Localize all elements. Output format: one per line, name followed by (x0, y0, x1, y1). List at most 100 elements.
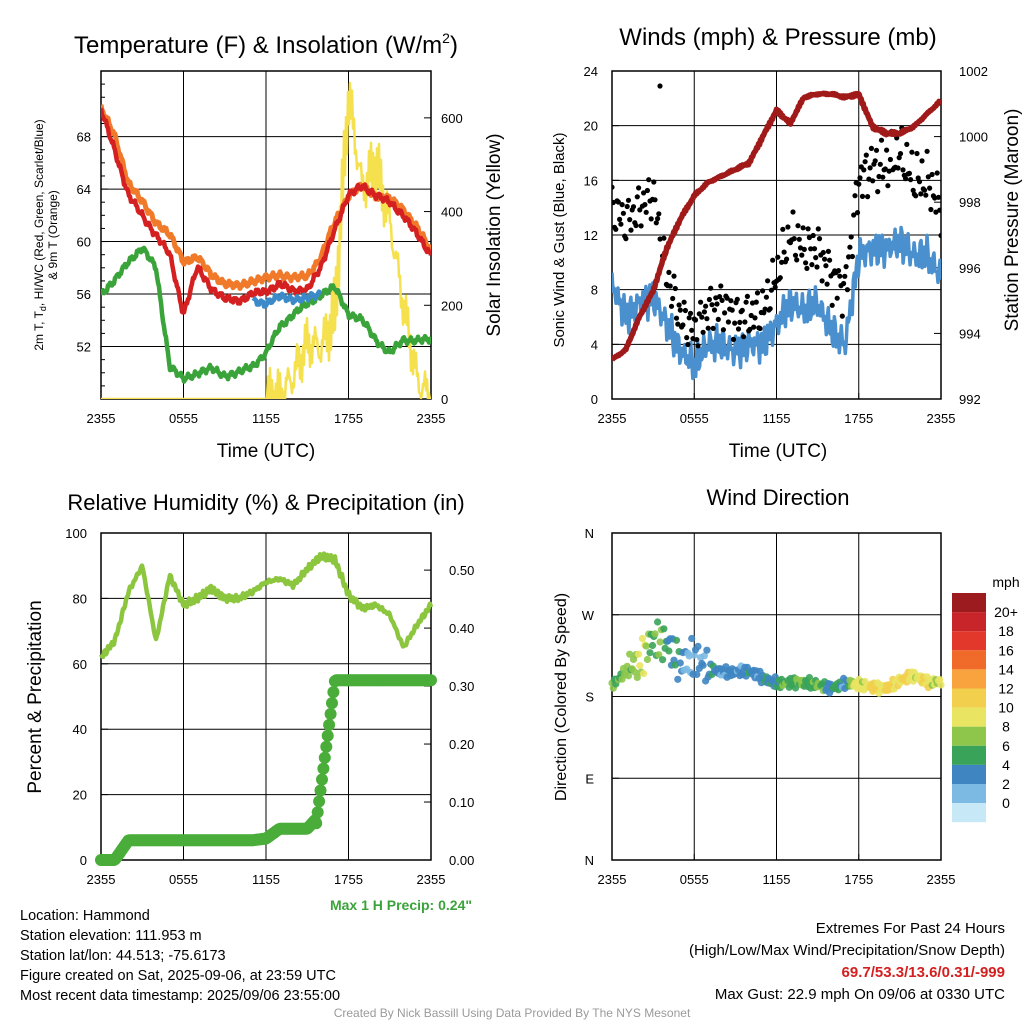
gust-point (709, 302, 715, 308)
direction-title: Wind Direction (706, 485, 849, 510)
gust-point (772, 284, 778, 290)
gust-point (819, 278, 825, 284)
gust-point (651, 179, 657, 185)
gust-point (617, 216, 623, 222)
legend-label: 8 (1002, 719, 1010, 735)
legend-swatch (952, 631, 986, 651)
humidity-title: Relative Humidity (%) & Precipitation (i… (67, 490, 464, 515)
gust-point (700, 329, 706, 335)
direction-point (648, 641, 657, 650)
direction-panel: 2355 0555 1155 1755 2355 Wind Direction N E S W N D… (553, 485, 1019, 887)
gust-point (752, 315, 758, 321)
gust-point (725, 319, 732, 325)
gust-point (655, 216, 661, 222)
gust-point (624, 203, 630, 210)
title-superscript: 2 (442, 30, 450, 46)
gust-point (760, 288, 766, 294)
gust-point (684, 335, 690, 341)
x-tick-label: 2355 (598, 411, 627, 426)
y-tick-label-right: 0.30 (449, 679, 474, 694)
gust-point (715, 316, 721, 322)
gust-point (763, 294, 770, 300)
winds-title: Winds (mph) & Pressure (mb) (619, 24, 936, 51)
x-tick-label: 2355 (87, 872, 116, 887)
precip-point (321, 729, 334, 742)
gust-point (924, 148, 930, 154)
gust-point (627, 217, 633, 223)
gust-point (835, 268, 842, 274)
winds-ylabel-left: Sonic Wind & Gust (Blue, Black) (551, 132, 568, 347)
y-tick-label-right: 998 (959, 195, 981, 210)
gust-point (919, 158, 925, 164)
gust-point (685, 341, 691, 348)
gust-point (935, 194, 941, 200)
y-tick-label-left: 0 (591, 392, 598, 407)
temperature-ylabel-line2: & 9m T (Orange) (46, 190, 60, 280)
gust-point (873, 147, 880, 153)
gust-point (710, 325, 716, 331)
gust-point (844, 287, 851, 293)
humidity-panel: 2355 0555 1155 1755 2355 Relative Humidity (%… (25, 490, 474, 913)
x-tick-label: 2355 (927, 872, 956, 887)
x-tick-label: 2355 (598, 872, 627, 887)
gust-point (780, 226, 786, 232)
legend-swatch (952, 745, 986, 765)
direction-point (642, 642, 650, 650)
gust-point (619, 202, 625, 208)
gust-point (708, 285, 714, 291)
gust-point (872, 158, 878, 164)
gust-point (884, 147, 890, 153)
legend-label: 0 (1002, 795, 1010, 811)
gust-point (706, 296, 713, 303)
temperature-ylabel-line1: 2m T, Td, HI/WC (Red, Green, Scarlet/Blu… (32, 119, 48, 350)
station-elevation: Station elevation: 111.953 m (20, 928, 202, 944)
y-tick-label-left: 52 (77, 340, 91, 355)
temperature-title: Temperature (F) & Insolation (W/m2) (74, 30, 458, 59)
y-tick-label-right: 0.50 (449, 563, 474, 578)
humidity-ylabel-left: Percent & Precipitation (25, 600, 46, 793)
gust-point (870, 178, 876, 184)
y-tick-label-right: 996 (959, 261, 981, 276)
y-tick-label-left: 56 (77, 287, 91, 302)
x-tick-label: 1155 (252, 872, 280, 887)
gust-point (829, 302, 835, 308)
direction-point (626, 650, 634, 658)
legend-swatch (952, 803, 986, 823)
gust-point (748, 312, 754, 319)
gust-point (636, 185, 642, 191)
gust-point (804, 265, 810, 271)
y-tick-label-right: 994 (959, 326, 981, 341)
series-line-sonic-wind (612, 225, 941, 381)
gust-point (634, 194, 640, 200)
gust-point (827, 257, 833, 263)
y-tick-label-right: 0.10 (449, 795, 474, 810)
x-tick-label: 0555 (169, 411, 198, 426)
gust-point (875, 189, 881, 195)
extremes-box: Extremes For Past 24 Hours (High/Low/Max… (689, 918, 1005, 1006)
direction-point (672, 636, 681, 644)
gust-point (785, 224, 791, 230)
gust-point (638, 223, 644, 229)
x-tick-label: 1755 (844, 872, 873, 887)
direction-point (674, 675, 682, 683)
gust-point (846, 254, 852, 260)
gust-point (675, 321, 681, 327)
precip-point (314, 784, 327, 797)
gust-point (682, 307, 689, 314)
y-tick-label-left: E (585, 771, 594, 786)
gust-point (914, 150, 920, 157)
legend-swatch (952, 726, 986, 746)
gust-point (887, 156, 894, 163)
gust-point (852, 193, 858, 199)
direction-point (699, 661, 707, 669)
x-axis-label: Time (UTC) (729, 441, 828, 462)
precip-point (323, 718, 336, 731)
gust-point (837, 273, 843, 279)
gust-point (737, 319, 743, 325)
legend-label: 2 (1002, 776, 1010, 792)
y-tick-label-right: 0.00 (449, 853, 474, 868)
gust-point (695, 343, 701, 349)
legend-label: 10 (998, 700, 1014, 716)
gust-point (717, 294, 723, 300)
speed-legend: mph 20+ 18 16 14 12 10 8 6 4 2 0 (952, 574, 1020, 823)
